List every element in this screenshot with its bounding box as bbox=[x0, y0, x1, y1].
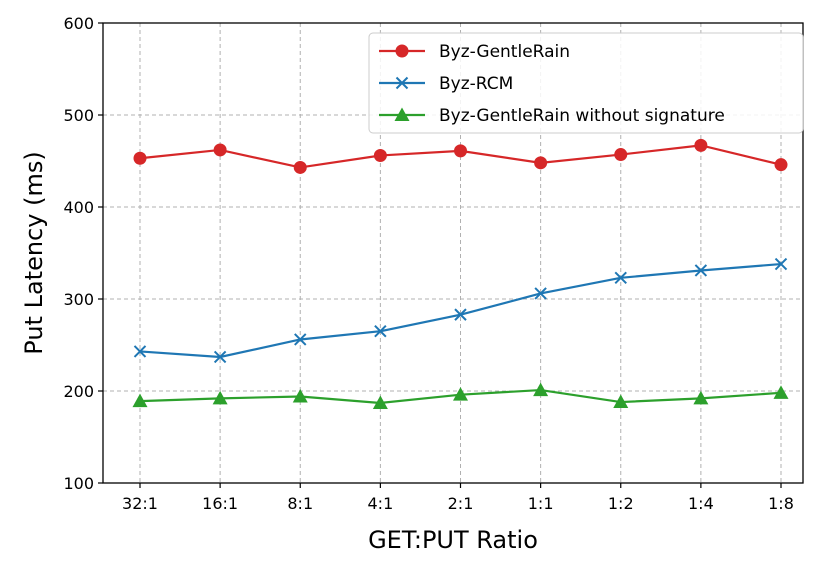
data-point bbox=[533, 382, 549, 397]
data-point bbox=[613, 394, 629, 409]
legend-marker bbox=[395, 76, 409, 90]
data-point bbox=[293, 160, 307, 174]
x-axis-label: GET:PUT Ratio bbox=[368, 526, 538, 554]
y-axis-label: Put Latency (ms) bbox=[20, 151, 48, 354]
x-tick-label: 32:1 bbox=[122, 494, 158, 513]
data-point bbox=[133, 151, 147, 165]
data-point bbox=[454, 308, 467, 321]
y-tick-label: 600 bbox=[63, 14, 94, 33]
series-2 bbox=[132, 382, 789, 409]
x-tick-label: 2:1 bbox=[448, 494, 474, 513]
legend-entry: Byz-GentleRain bbox=[379, 42, 570, 62]
data-point bbox=[774, 257, 788, 271]
x-tick-label: 1:4 bbox=[688, 494, 714, 513]
legend-entry: Byz-RCM bbox=[379, 74, 513, 94]
legend-entry: Byz-GentleRain without signature bbox=[379, 106, 725, 126]
legend-label: Byz-GentleRain bbox=[439, 42, 570, 62]
legend-marker bbox=[394, 107, 410, 121]
data-point bbox=[213, 350, 227, 364]
data-point bbox=[534, 156, 548, 170]
legend: Byz-GentleRain Byz-RCM Byz-GentleRain with… bbox=[368, 32, 804, 134]
data-point bbox=[453, 387, 468, 401]
x-tick-label: 1:8 bbox=[768, 494, 794, 513]
y-tick-label: 500 bbox=[63, 106, 94, 125]
y-tick-label: 200 bbox=[63, 382, 94, 401]
x-tick-label: 1:2 bbox=[608, 494, 634, 513]
series-0 bbox=[133, 138, 788, 174]
data-point bbox=[454, 144, 467, 158]
data-point bbox=[693, 390, 709, 405]
legend-marker bbox=[395, 44, 409, 58]
data-point bbox=[132, 393, 148, 408]
data-point bbox=[373, 148, 387, 162]
plot-area-frame bbox=[102, 22, 804, 484]
y-tick-label: 300 bbox=[63, 290, 94, 309]
data-point bbox=[372, 395, 388, 409]
legend-box bbox=[368, 32, 804, 134]
data-point bbox=[694, 264, 708, 277]
data-point bbox=[292, 389, 308, 403]
y-tick-label: 400 bbox=[63, 198, 94, 217]
legend-label: Byz-RCM bbox=[439, 74, 513, 94]
data-point bbox=[534, 287, 547, 300]
data-point bbox=[133, 345, 147, 358]
data-point bbox=[614, 148, 628, 162]
axis-ticks: 100 200 300 400 500 600 32:1 16:1 8:1 4:1 2:1 1:1 1:… bbox=[63, 14, 793, 513]
data-point bbox=[294, 333, 307, 346]
series-layer bbox=[132, 138, 789, 409]
legend-label: Byz-GentleRain without signature bbox=[439, 106, 725, 126]
series-1 bbox=[133, 257, 788, 364]
data-point bbox=[374, 324, 387, 338]
x-tick-label: 4:1 bbox=[368, 494, 394, 513]
data-point bbox=[212, 390, 228, 405]
data-point bbox=[773, 385, 789, 399]
data-point bbox=[694, 138, 708, 152]
x-tick-label: 1:1 bbox=[528, 494, 554, 513]
data-point bbox=[213, 143, 227, 157]
y-tick-label: 100 bbox=[63, 474, 94, 493]
x-tick-label: 8:1 bbox=[287, 494, 313, 513]
data-point bbox=[774, 158, 788, 172]
data-point bbox=[614, 271, 627, 285]
x-tick-label: 16:1 bbox=[202, 494, 238, 513]
